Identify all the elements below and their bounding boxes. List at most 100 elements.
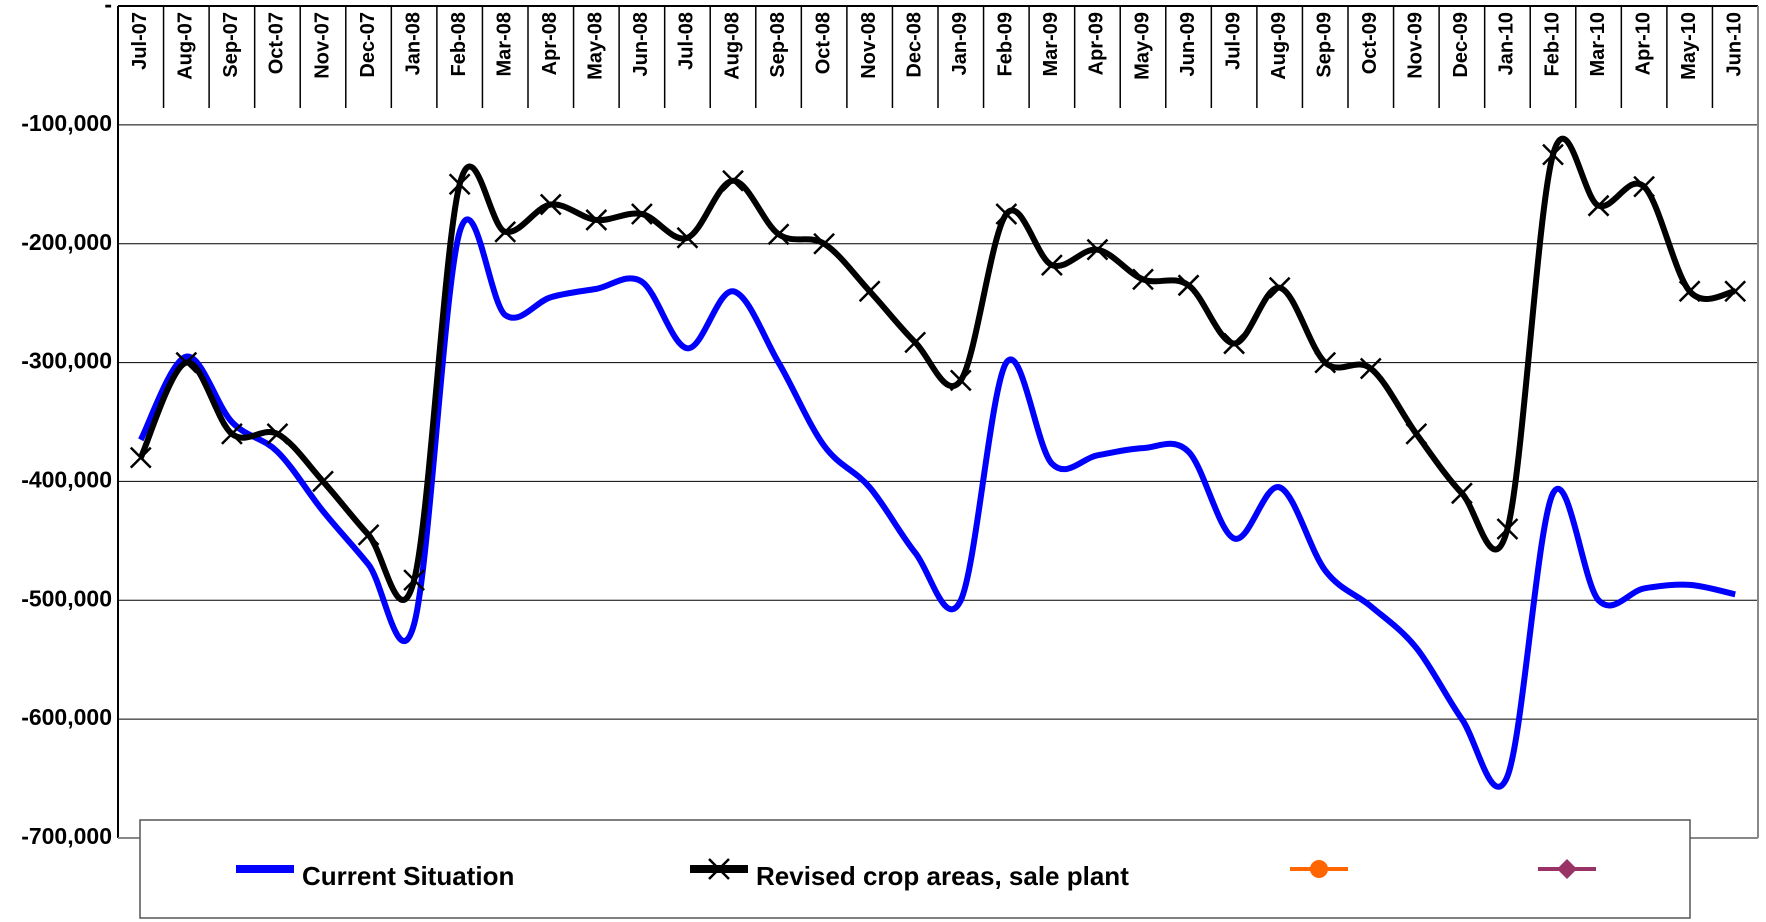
marker: [1451, 482, 1473, 505]
y-tick-label: -: [104, 0, 112, 17]
marker-cross: [708, 858, 730, 880]
x-tick-label: Mar-10: [1587, 12, 1609, 76]
marker: [1086, 238, 1109, 261]
x-tick-label: May-09: [1131, 12, 1153, 80]
x-tick-label: Sep-08: [767, 12, 789, 78]
marker-cross: [312, 470, 334, 493]
x-tick-label: Jun-10: [1724, 12, 1746, 76]
marker: [403, 569, 425, 591]
marker: [175, 351, 198, 374]
x-tick-label: Jan-08: [402, 12, 424, 75]
marker-cross: [403, 569, 425, 591]
marker: [1678, 280, 1701, 303]
x-tick-label: Nov-08: [858, 12, 880, 79]
marker-cross: [175, 351, 198, 374]
marker: [708, 858, 730, 880]
x-tick-label: Jan-10: [1496, 12, 1518, 75]
x-tick-label: Aug-09: [1268, 12, 1290, 80]
marker: [1359, 357, 1382, 380]
x-tick-label: Apr-10: [1632, 12, 1654, 75]
marker-cross: [949, 369, 972, 392]
marker-cross: [448, 173, 471, 196]
marker: [1587, 194, 1610, 217]
marker: [312, 470, 334, 493]
x-tick-label: Sep-09: [1314, 12, 1336, 78]
marker-cross: [1633, 175, 1655, 198]
marker: [1041, 254, 1063, 276]
marker: [858, 280, 881, 303]
marker: [1132, 268, 1154, 291]
marker-cross: [1451, 482, 1473, 505]
marker-cross: [221, 423, 243, 445]
marker-cross: [1724, 280, 1747, 303]
x-tick-label: Dec-08: [904, 12, 926, 78]
x-tick-label: Aug-07: [175, 12, 197, 80]
marker-cross: [1223, 332, 1245, 355]
marker-cross: [813, 232, 835, 255]
y-tick-label: -300,000: [21, 348, 112, 374]
marker-cross: [1587, 194, 1610, 217]
marker: [1310, 860, 1328, 878]
marker: [995, 203, 1018, 225]
marker: [722, 169, 744, 192]
x-tick-label: Nov-07: [311, 12, 333, 79]
marker-cross: [631, 203, 653, 225]
marker: [1223, 332, 1245, 355]
marker-cross: [585, 209, 608, 231]
marker: [631, 203, 653, 225]
x-tick-label: Oct-08: [812, 12, 834, 74]
marker-cross: [129, 446, 152, 469]
marker-cross: [767, 223, 790, 246]
marker: [767, 223, 790, 246]
marker-cross: [1405, 423, 1428, 445]
y-tick-label: -600,000: [21, 704, 112, 730]
marker: [129, 446, 152, 469]
marker: [1557, 859, 1577, 879]
x-tick-label: Jul-09: [1222, 12, 1244, 70]
x-tick-label: Oct-07: [266, 12, 288, 74]
marker-cross: [1041, 254, 1063, 276]
marker-cross: [1268, 276, 1291, 299]
x-tick-label: Mar-09: [1040, 12, 1062, 76]
x-tick-label: May-08: [585, 12, 607, 80]
marker: [539, 193, 562, 216]
marker-cross: [995, 203, 1018, 225]
marker: [221, 423, 243, 445]
marker-cross: [1359, 357, 1382, 380]
marker: [266, 423, 289, 445]
marker: [813, 232, 835, 255]
y-tick-label: -100,000: [21, 110, 112, 136]
x-tick-label: Dec-09: [1450, 12, 1472, 78]
marker: [1633, 175, 1655, 198]
marker: [1177, 274, 1200, 297]
marker: [904, 331, 927, 354]
x-tick-label: Feb-09: [995, 12, 1017, 76]
x-tick-label: Oct-09: [1359, 12, 1381, 74]
marker: [585, 209, 608, 231]
series-line: [138, 216, 1736, 790]
marker: [1314, 351, 1337, 374]
x-tick-label: Apr-08: [539, 12, 561, 75]
marker-cross: [1132, 268, 1154, 291]
y-tick-label: -700,000: [21, 823, 112, 849]
x-tick-label: Jun-09: [1177, 12, 1199, 76]
marker: [1724, 280, 1747, 303]
marker: [494, 220, 517, 243]
x-tick-label: May-10: [1678, 12, 1700, 80]
marker-cross: [676, 226, 699, 249]
legend-label: Current Situation: [302, 861, 514, 891]
marker-cross: [1086, 238, 1109, 261]
marker-cross: [266, 423, 289, 445]
y-tick-label: -400,000: [21, 467, 112, 493]
marker-cross: [1496, 518, 1519, 540]
x-tick-label: Mar-08: [494, 12, 516, 76]
x-tick-label: Nov-09: [1405, 12, 1427, 79]
marker-cross: [357, 524, 380, 546]
x-tick-label: Jun-08: [630, 12, 652, 76]
x-tick-label: Jul-07: [129, 12, 151, 70]
y-tick-label: -200,000: [21, 229, 112, 255]
marker-cross: [904, 331, 927, 354]
x-tick-label: Apr-09: [1086, 12, 1108, 75]
